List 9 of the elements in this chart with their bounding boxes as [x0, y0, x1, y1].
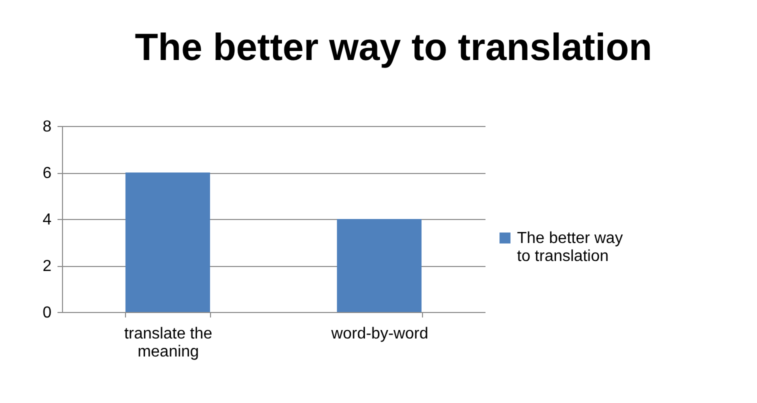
x-tick-label: translate the meaning	[124, 326, 212, 360]
legend-label: The better way to translation	[517, 230, 623, 265]
y-tick-label: 6	[42, 165, 52, 182]
y-tick-label: 4	[42, 212, 52, 228]
y-tick-label: 8	[42, 118, 52, 136]
y-tick-label: 0	[42, 304, 52, 322]
chart-title: The better way to translation	[134, 27, 652, 69]
y-tick-label: 2	[42, 258, 52, 275]
x-tick-label: word-by-word	[330, 326, 428, 342]
